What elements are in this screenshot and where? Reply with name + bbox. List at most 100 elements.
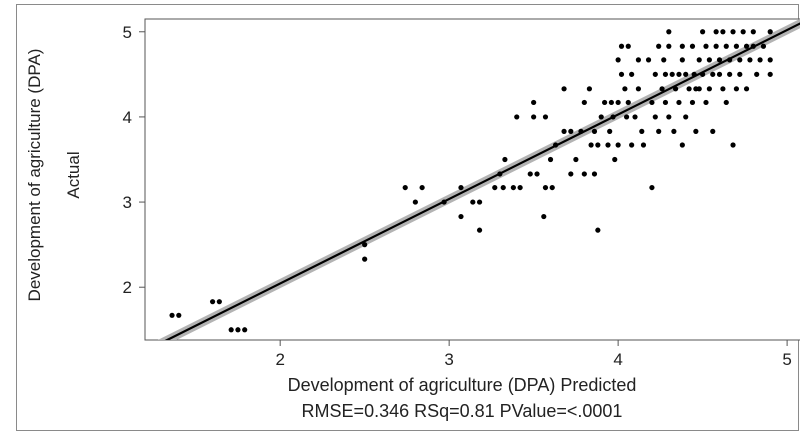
y-tick-label: 2 (123, 278, 132, 297)
data-point (662, 99, 669, 106)
y-axis-title-line1: Development of agriculture (DPA) (25, 49, 44, 302)
data-point (640, 142, 647, 148)
data-point (581, 171, 587, 177)
data-point (605, 142, 611, 148)
data-point (176, 312, 182, 318)
x-tick-label: 3 (444, 350, 453, 369)
data-point (666, 43, 672, 49)
data-point (625, 43, 631, 49)
y-tick-label: 4 (123, 108, 132, 127)
data-point (514, 114, 520, 120)
data-point (492, 184, 498, 191)
data-point (541, 213, 547, 220)
data-point (754, 71, 760, 77)
x-tick-label: 5 (782, 350, 791, 369)
data-point (683, 71, 689, 77)
data-point (635, 86, 642, 92)
data-point (661, 57, 667, 63)
data-point (649, 99, 655, 106)
data-point (402, 184, 408, 191)
data-point (652, 114, 658, 120)
data-point (362, 242, 368, 248)
data-point (656, 128, 662, 134)
data-point (476, 199, 483, 205)
data-point (568, 128, 574, 134)
data-point (727, 57, 733, 63)
data-point (441, 199, 447, 205)
data-point (727, 71, 733, 77)
data-point (531, 99, 537, 106)
data-point (602, 99, 608, 106)
data-point (676, 71, 682, 77)
data-point (542, 184, 549, 191)
data-point (645, 57, 652, 63)
data-point (598, 114, 604, 120)
data-point (629, 142, 635, 148)
data-point (750, 43, 756, 49)
data-point (412, 199, 418, 205)
data-point (607, 128, 613, 134)
data-point (595, 142, 601, 148)
data-point (502, 156, 508, 163)
x-tick-label: 2 (275, 350, 284, 369)
data-point (169, 312, 175, 318)
data-point (458, 184, 464, 191)
data-point (686, 86, 692, 92)
data-point (693, 86, 699, 92)
data-point (622, 86, 628, 92)
data-point (750, 29, 756, 35)
data-point (669, 71, 675, 77)
data-point (723, 43, 729, 49)
data-point (706, 57, 712, 63)
data-point (573, 156, 579, 163)
data-point (716, 57, 723, 63)
data-point (720, 29, 726, 35)
confidence-band (157, 19, 800, 340)
data-point (615, 99, 621, 106)
data-point (615, 57, 621, 63)
data-point (730, 142, 736, 148)
data-point (639, 128, 645, 134)
data-point (679, 142, 685, 148)
data-point (595, 227, 601, 233)
data-point (618, 71, 625, 77)
data-point (679, 57, 685, 63)
y-axis-title-line2: Actual (64, 151, 83, 198)
data-point (693, 128, 699, 134)
data-point (767, 57, 773, 63)
data-point (733, 43, 740, 49)
data-point (649, 184, 655, 191)
data-point (623, 114, 630, 120)
data-point (676, 99, 682, 106)
data-point (531, 114, 537, 120)
data-point (216, 299, 222, 305)
data-point (662, 71, 669, 77)
data-point (542, 114, 549, 120)
data-point (497, 171, 503, 177)
data-point (235, 327, 241, 333)
data-point (743, 43, 750, 49)
data-point (419, 184, 425, 191)
data-point (710, 71, 716, 77)
y-tick-label: 3 (123, 193, 132, 212)
data-point (679, 43, 685, 49)
data-point (652, 71, 658, 77)
data-point (672, 86, 679, 92)
data-point (209, 299, 216, 305)
data-point (625, 99, 631, 106)
data-point (547, 156, 554, 163)
data-point (362, 256, 368, 262)
data-point (683, 114, 689, 120)
data-point (635, 57, 642, 63)
data-point (703, 43, 709, 49)
data-point (666, 29, 672, 35)
data-point (666, 114, 672, 120)
data-point (476, 227, 483, 233)
data-point (618, 43, 625, 49)
data-point (629, 71, 635, 77)
data-point (700, 71, 706, 77)
data-point (588, 142, 594, 148)
data-point (608, 99, 614, 106)
chart-frame: 2 3 4 5 2 3 4 5 Development of agriculture (DP… (16, 4, 800, 431)
data-point (561, 128, 567, 134)
